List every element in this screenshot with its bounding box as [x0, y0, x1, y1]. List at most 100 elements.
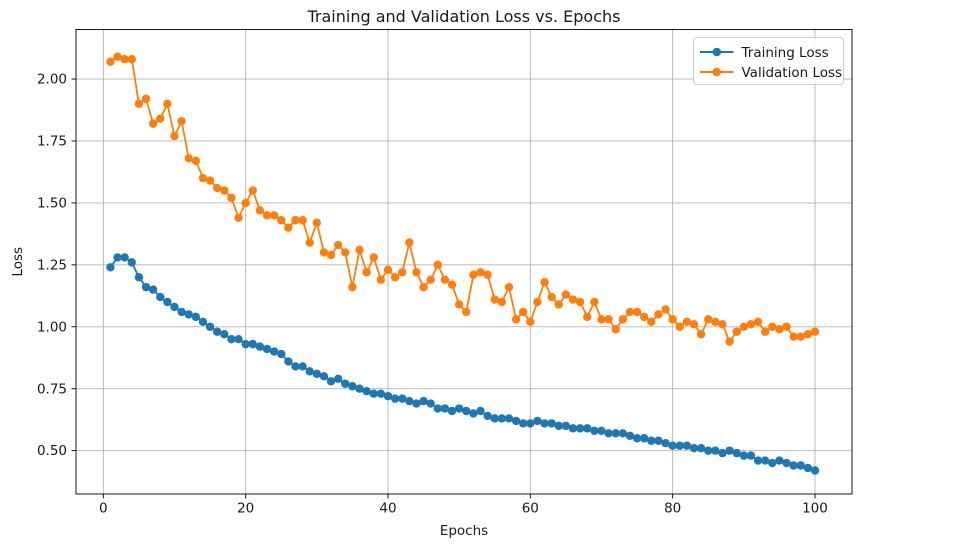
data-point-marker — [454, 404, 464, 413]
data-point-marker — [220, 186, 229, 195]
data-point-marker — [426, 399, 435, 408]
data-point-marker — [575, 297, 585, 307]
data-point-marker — [198, 317, 208, 327]
data-point-marker — [661, 305, 670, 314]
data-point-marker — [732, 448, 741, 458]
data-point-marker — [526, 317, 535, 327]
data-point-marker — [675, 322, 684, 331]
data-point-marker — [376, 389, 386, 398]
data-point-marker — [227, 334, 236, 344]
data-point-marker — [462, 307, 471, 317]
data-point-marker — [212, 183, 222, 193]
data-point-marker — [127, 258, 136, 267]
series-training-loss — [106, 253, 820, 475]
data-point-marker — [291, 216, 300, 225]
y-tick-label: 0.50 — [37, 443, 67, 459]
y-tick-label: 1.75 — [37, 134, 67, 150]
x-axis-label: Epochs — [440, 523, 488, 539]
data-point-marker — [284, 223, 293, 232]
data-point-marker — [255, 206, 265, 215]
data-point-marker — [141, 282, 151, 292]
data-point-marker — [497, 297, 507, 307]
data-point-marker — [704, 446, 713, 455]
data-point-marker — [156, 114, 165, 123]
data-point-marker — [212, 327, 222, 336]
data-point-marker — [810, 466, 820, 475]
data-point-marker — [768, 322, 777, 331]
x-tick-label: 0 — [99, 501, 108, 517]
data-point-marker — [725, 446, 734, 455]
data-point-marker — [618, 315, 628, 324]
data-point-marker — [476, 268, 485, 277]
data-point-marker — [348, 382, 357, 391]
data-point-marker — [262, 344, 272, 354]
data-point-marker — [675, 441, 684, 450]
data-point-marker — [405, 238, 414, 247]
data-point-marker — [134, 273, 144, 282]
data-point-marker — [504, 282, 514, 292]
data-point-marker — [590, 297, 599, 307]
data-point-marker — [519, 307, 528, 317]
data-point-marker — [753, 317, 763, 327]
data-point-marker — [113, 253, 122, 262]
data-point-marker — [668, 315, 677, 324]
data-point-marker — [803, 330, 813, 339]
data-point-marker — [120, 253, 129, 262]
data-point-marker — [746, 451, 756, 460]
data-point-marker — [775, 325, 784, 334]
data-point-marker — [711, 317, 720, 327]
y-tick-label: 1.50 — [37, 196, 67, 212]
data-point-marker — [269, 211, 279, 220]
legend-label: Training Loss — [741, 45, 829, 61]
y-axis-label: Loss — [10, 247, 26, 277]
data-point-marker — [248, 339, 257, 349]
data-point-marker — [390, 273, 400, 282]
data-point-marker — [490, 414, 499, 423]
data-point-marker — [768, 458, 777, 468]
data-point-marker — [796, 461, 805, 470]
x-tick-label: 80 — [664, 501, 681, 517]
data-point-marker — [419, 396, 428, 406]
x-tick-label: 100 — [802, 501, 828, 517]
data-point-marker — [205, 176, 215, 185]
data-point-marker — [696, 330, 706, 339]
data-point-marker — [355, 245, 364, 255]
data-point-marker — [447, 280, 457, 289]
data-point-marker — [191, 156, 201, 165]
data-point-marker — [753, 456, 763, 465]
data-point-marker — [341, 379, 350, 388]
data-point-marker — [597, 315, 606, 324]
data-point-marker — [561, 421, 571, 431]
data-point-marker — [106, 57, 115, 66]
data-point-marker — [412, 399, 421, 408]
data-point-marker — [319, 248, 329, 257]
data-point-marker — [583, 312, 592, 322]
data-point-marker — [483, 270, 492, 279]
data-point-marker — [704, 315, 713, 324]
data-point-marker — [625, 431, 635, 440]
data-point-marker — [156, 292, 165, 302]
data-point-marker — [383, 265, 393, 274]
data-point-marker — [469, 409, 478, 418]
data-point-marker — [163, 297, 172, 307]
data-point-marker — [511, 416, 521, 426]
data-point-marker — [227, 193, 236, 203]
data-point-marker — [696, 443, 706, 453]
data-point-marker — [291, 362, 300, 371]
data-point-marker — [682, 317, 692, 327]
axes-spines — [75, 29, 853, 495]
tick-marks — [71, 78, 816, 499]
data-point-marker — [533, 416, 542, 426]
data-point-marker — [220, 330, 229, 339]
legend-marker — [712, 67, 722, 77]
data-point-marker — [490, 295, 499, 304]
data-point-marker — [597, 426, 606, 436]
data-point-marker — [462, 406, 471, 416]
data-point-marker — [668, 441, 677, 450]
data-point-marker — [732, 327, 741, 336]
data-point-marker — [241, 339, 250, 349]
x-tick-label: 40 — [379, 501, 396, 517]
data-point-marker — [711, 446, 720, 455]
data-point-marker — [789, 332, 798, 341]
